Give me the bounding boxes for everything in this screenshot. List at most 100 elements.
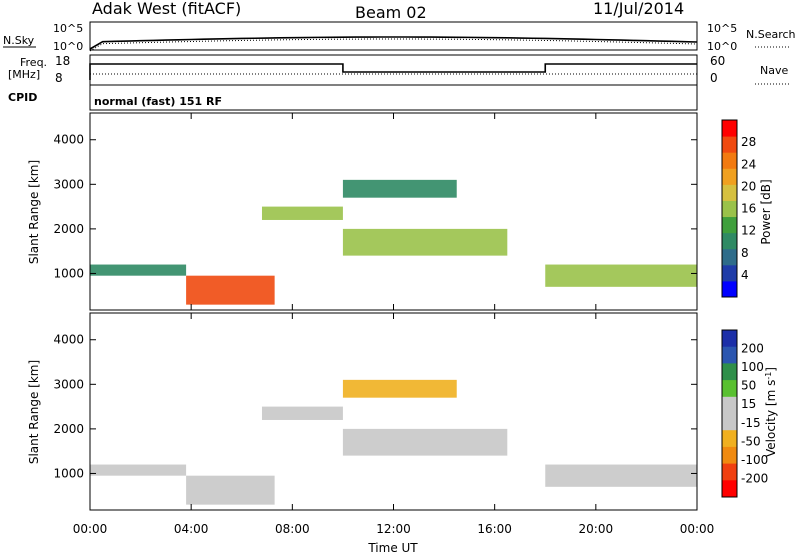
freq-frame bbox=[89, 54, 698, 86]
x-tick-label: 16:00 bbox=[477, 522, 512, 536]
colorbar-tick-label: 4 bbox=[741, 268, 749, 282]
y-tick-label: 3000 bbox=[53, 177, 84, 191]
colorbar-segment bbox=[722, 330, 737, 348]
colorbar-segment bbox=[722, 363, 737, 381]
scatter-region bbox=[342, 379, 457, 398]
scatter-region bbox=[342, 179, 457, 198]
velocity-colorbar: 200 100 50 15 -15 -50 -100 -200 bbox=[721, 329, 768, 498]
x-tick-label: 04:00 bbox=[174, 522, 209, 536]
colorbar-segment bbox=[722, 232, 737, 250]
colorbar-tick-label: -50 bbox=[741, 434, 761, 448]
velocity-ylabel: Slant Range [km] bbox=[27, 360, 41, 464]
colorbar-tick-label: -100 bbox=[741, 453, 768, 467]
colorbar-segment bbox=[722, 346, 737, 364]
scatter-region bbox=[545, 464, 697, 487]
colorbar-tick-label: 100 bbox=[741, 360, 764, 374]
y-tick-label: 4000 bbox=[53, 133, 84, 147]
date-title: 11/Jul/2014 bbox=[593, 0, 684, 18]
scatter-region bbox=[342, 428, 508, 456]
colorbar-segment bbox=[722, 216, 737, 234]
power-data bbox=[90, 179, 697, 305]
x-tick-label: 08:00 bbox=[275, 522, 310, 536]
scatter-region bbox=[545, 264, 697, 287]
colorbar-segment bbox=[722, 480, 737, 498]
scatter-region bbox=[90, 464, 187, 476]
time-axis: 00:00 04:00 08:00 12:00 16:00 20:00 00:00 bbox=[73, 113, 715, 536]
nsearch-label: N.Search bbox=[746, 28, 796, 41]
freq-tick-low: 8 bbox=[55, 71, 63, 85]
colorbar-tick-label: 20 bbox=[741, 179, 756, 193]
colorbar-segment bbox=[722, 413, 737, 431]
nsky-tick-high: 10^5 bbox=[53, 22, 83, 35]
nsky-panel: N.Sky 10^5 10^0 10^5 10^0 N.Search bbox=[3, 21, 796, 53]
colorbar-tick-label: 8 bbox=[741, 246, 749, 260]
colorbar-tick-label: -15 bbox=[741, 416, 761, 430]
freq-unit-label: [MHz] bbox=[8, 68, 40, 81]
freq-panel: Freq. [MHz] 18 8 60 0 Nave bbox=[8, 54, 790, 86]
nave-label: Nave bbox=[760, 64, 788, 77]
nsearch-line bbox=[89, 38, 698, 52]
colorbar-tick-label: 16 bbox=[741, 202, 756, 216]
colorbar-tick-label: 50 bbox=[741, 379, 756, 393]
colorbar-segment bbox=[722, 463, 737, 481]
power-panel: 1000 2000 3000 4000 Slant Range [km] 4 8 12 16… bbox=[27, 112, 773, 311]
y-tick-label: 1000 bbox=[53, 466, 84, 480]
colorbar-segment bbox=[722, 136, 737, 153]
colorbar-segment bbox=[722, 168, 737, 185]
x-tick-label: 12:00 bbox=[376, 522, 411, 536]
y-tick-label: 1000 bbox=[53, 266, 84, 280]
colorbar-tick-label: 28 bbox=[741, 135, 756, 149]
colorbar-segment bbox=[722, 396, 737, 414]
scatter-region bbox=[261, 406, 343, 420]
colorbar-tick-label: 12 bbox=[741, 224, 756, 238]
colorbar-frame bbox=[721, 119, 738, 298]
colorbar-segment bbox=[722, 280, 737, 298]
colorbar-segment bbox=[722, 248, 737, 266]
velocity-panel: 1000 2000 3000 4000 Slant Range [km] 200 100… bbox=[27, 312, 779, 511]
y-tick-label: 2000 bbox=[53, 422, 84, 436]
cpid-label: CPID bbox=[8, 91, 37, 104]
nsky-line bbox=[89, 36, 698, 50]
nave-tick-low: 0 bbox=[710, 71, 718, 85]
freq-tick-high: 18 bbox=[55, 54, 70, 68]
cpid-frame bbox=[89, 84, 698, 111]
scatter-region bbox=[186, 475, 275, 505]
colorbar-tick-label: 24 bbox=[741, 157, 756, 171]
xlabel: Time UT bbox=[367, 541, 418, 554]
colorbar-tick-label: -200 bbox=[741, 471, 768, 485]
freq-line bbox=[89, 63, 697, 80]
nsky-label: N.Sky bbox=[3, 34, 35, 47]
power-ylabel: Slant Range [km] bbox=[27, 160, 41, 264]
colorbar-segment bbox=[722, 200, 737, 218]
nave-tick-high: 60 bbox=[710, 54, 725, 68]
colorbar-segment bbox=[722, 380, 737, 398]
colorbar-segment bbox=[722, 430, 737, 448]
y-tick-label: 4000 bbox=[53, 333, 84, 347]
x-tick-label: 00:00 bbox=[680, 522, 715, 536]
velocity-colorbar-label: Velocity [m s-1] bbox=[764, 367, 779, 457]
y-tick-label: 2000 bbox=[53, 222, 84, 236]
power-y-axis: 1000 2000 3000 4000 bbox=[53, 133, 697, 280]
colorbar-segment bbox=[722, 184, 737, 201]
colorbar-segment bbox=[722, 446, 737, 465]
scatter-region bbox=[342, 228, 508, 256]
freq-label: Freq. bbox=[20, 56, 47, 69]
nsearch-tick-low: 10^0 bbox=[707, 40, 737, 53]
cpid-panel: CPID normal (fast) 151 RF bbox=[8, 84, 698, 111]
station-title: Adak West (fitACF) bbox=[92, 0, 241, 18]
colorbar-segment bbox=[722, 264, 737, 282]
nsearch-tick-high: 10^5 bbox=[707, 22, 737, 35]
colorbar-segment bbox=[722, 152, 737, 169]
colorbar-tick-label: 200 bbox=[741, 342, 764, 356]
nsky-frame bbox=[89, 21, 698, 51]
scatter-region bbox=[261, 206, 343, 220]
power-colorbar: 4 8 12 16 20 24 28 bbox=[721, 119, 756, 298]
power-colorbar-label: Power [dB] bbox=[759, 179, 773, 244]
scatter-region bbox=[90, 264, 187, 276]
nsky-tick-low: 10^0 bbox=[53, 40, 83, 53]
colorbar-frame bbox=[721, 329, 738, 498]
y-tick-label: 3000 bbox=[53, 377, 84, 391]
x-tick-label: 20:00 bbox=[579, 522, 614, 536]
cpid-text: normal (fast) 151 RF bbox=[94, 95, 222, 108]
